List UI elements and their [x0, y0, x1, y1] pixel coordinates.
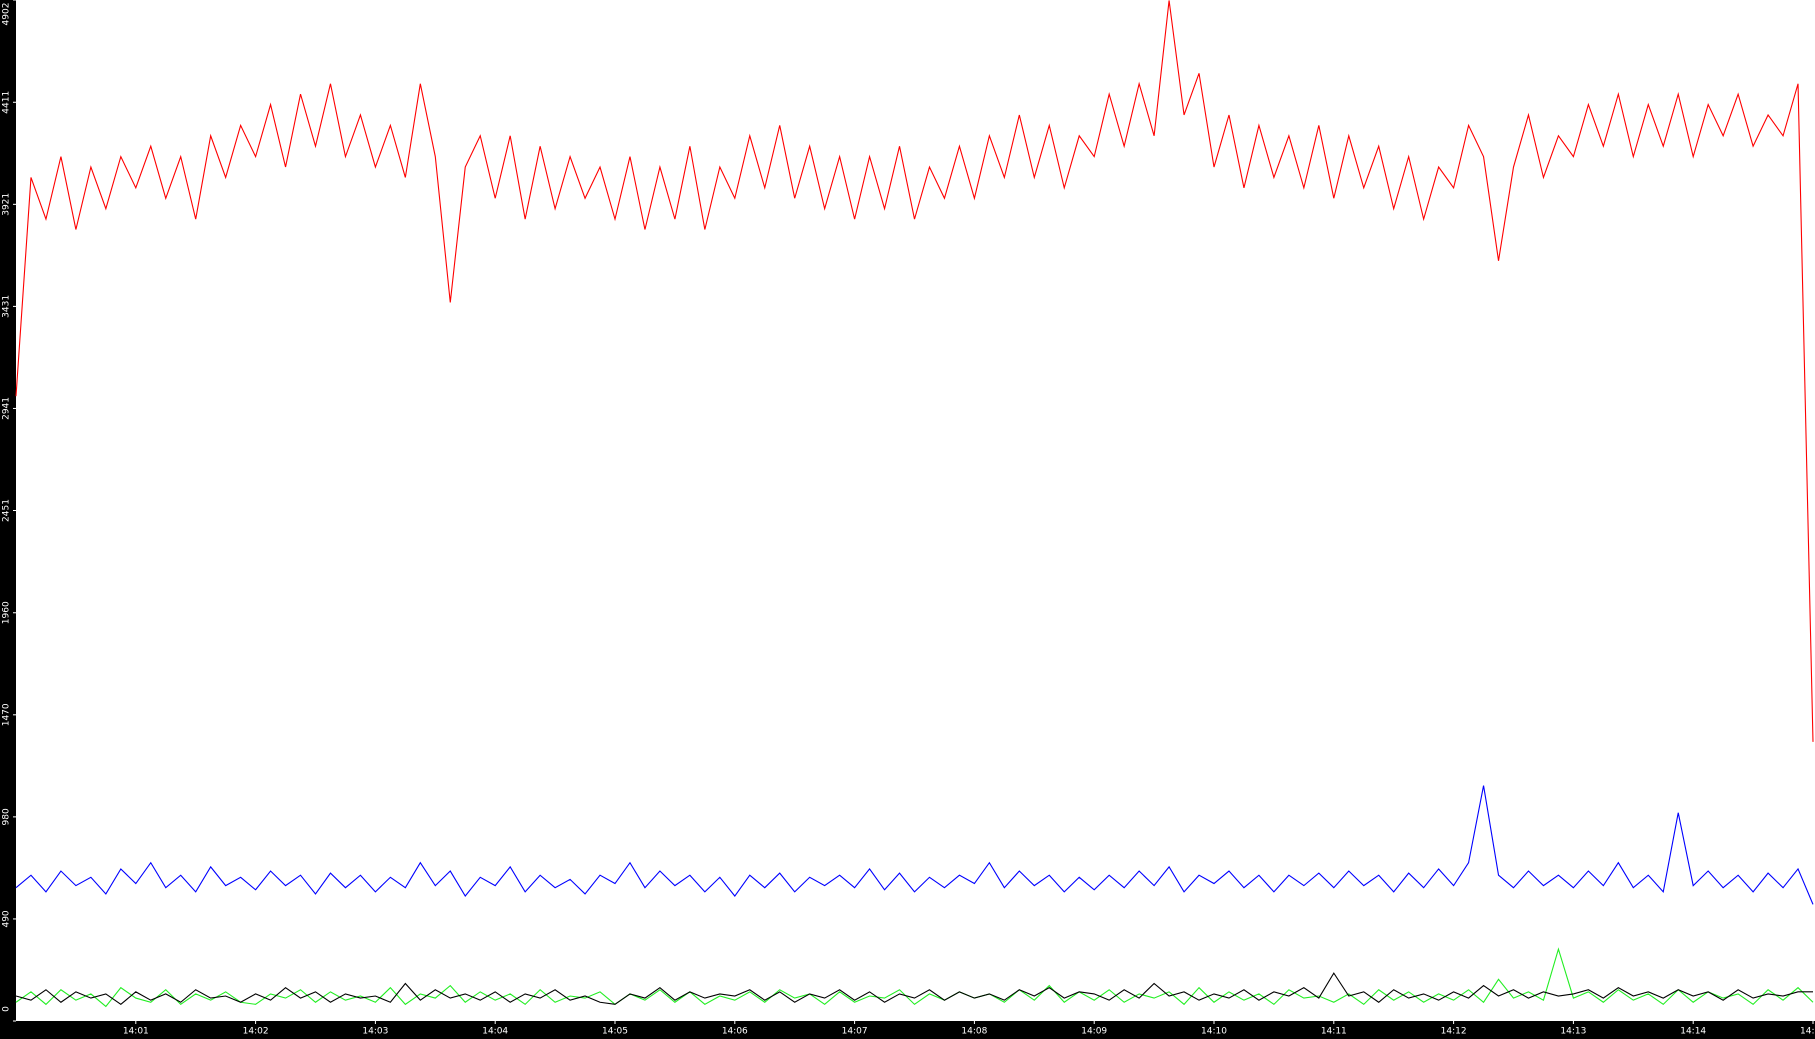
y-tick-label: 980	[2, 808, 12, 825]
y-tick-label: 4411	[2, 91, 12, 114]
y-tick-label: 1470	[2, 703, 12, 726]
x-tick-label: 14:04	[482, 1027, 508, 1037]
x-tick-label: 14:07	[842, 1027, 868, 1037]
y-tick-label: 0	[2, 1006, 12, 1012]
y-tick-label: 490	[2, 910, 12, 927]
x-tick-label: 14:09	[1081, 1027, 1107, 1037]
y-axis-strip	[0, 0, 16, 1039]
x-tick-label: 14:08	[961, 1027, 987, 1037]
x-tick-label: 14:13	[1560, 1027, 1586, 1037]
x-tick-label: 14:15	[1800, 1027, 1815, 1037]
y-tick-label: 3921	[2, 193, 12, 216]
x-axis-strip	[0, 1021, 1815, 1039]
y-tick-label: 2941	[2, 397, 12, 420]
x-tick-label: 14:01	[123, 1027, 149, 1037]
series-line	[15, 972, 1813, 1006]
series-line	[15, 0, 1814, 742]
y-tick-label: 4902	[2, 3, 12, 26]
x-tick-label: 14:14	[1680, 1027, 1706, 1037]
x-tick-label: 14:05	[602, 1027, 628, 1037]
lines	[15, 0, 1814, 1008]
x-tick-label: 14:10	[1201, 1027, 1227, 1037]
series-line	[15, 947, 1814, 1008]
y-tick-label: 2451	[2, 499, 12, 522]
series-line	[15, 785, 1814, 905]
x-tick-label: 14:11	[1321, 1027, 1347, 1037]
x-tick-label: 14:12	[1441, 1027, 1467, 1037]
y-tick-label: 1960	[2, 601, 12, 624]
y-tick-label: 3431	[2, 295, 12, 318]
x-tick-label: 14:02	[243, 1027, 269, 1037]
x-tick-label: 14:03	[362, 1027, 388, 1037]
x-tick-label: 14:06	[722, 1027, 748, 1037]
